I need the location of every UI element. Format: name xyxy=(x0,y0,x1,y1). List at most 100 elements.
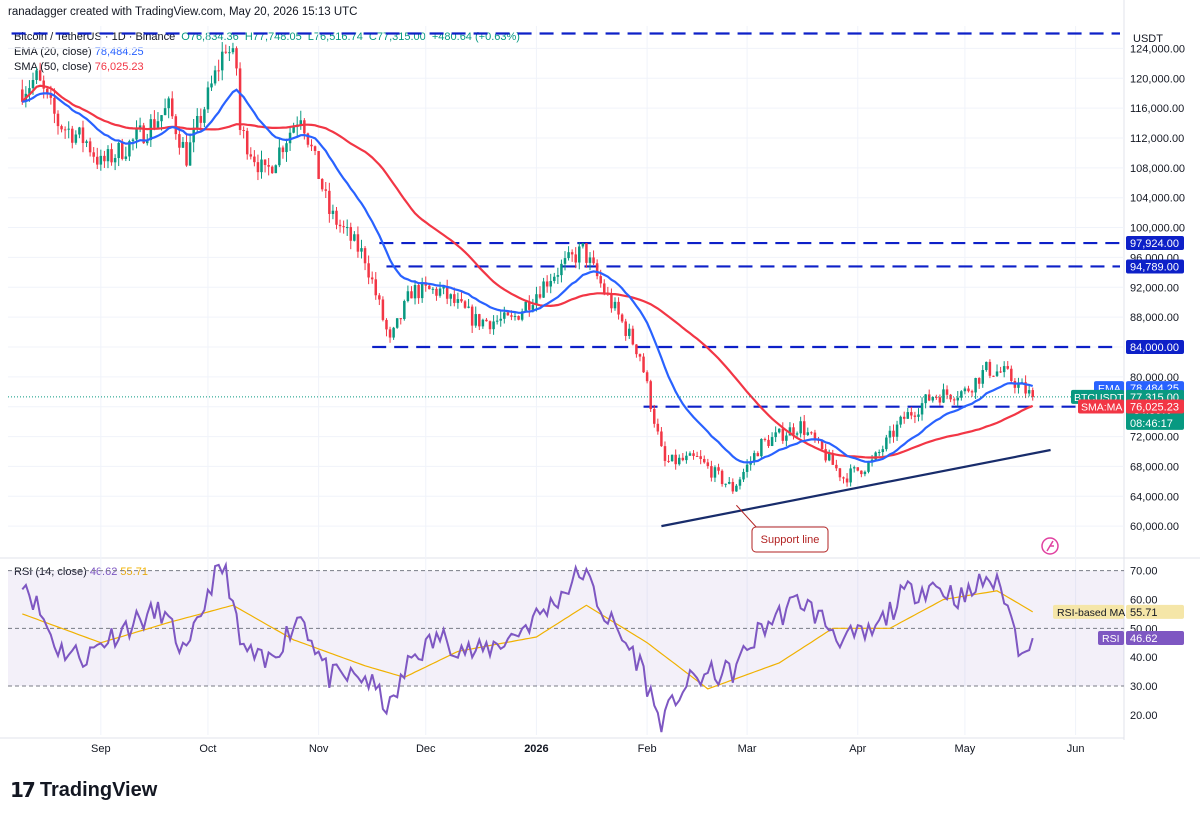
ema-legend-label: EMA (20, close) xyxy=(14,46,92,58)
candle-body xyxy=(470,306,474,326)
candle-body xyxy=(681,457,685,461)
candle-body xyxy=(370,277,374,280)
candle-body xyxy=(60,126,63,130)
candle-body xyxy=(481,319,485,327)
ema-legend-value: 78,484.25 xyxy=(94,46,144,58)
candle-body xyxy=(588,257,592,263)
candle-body xyxy=(378,295,381,300)
candle-body xyxy=(513,315,517,317)
candle-body xyxy=(663,446,667,461)
candle-body xyxy=(574,254,577,263)
candle-body xyxy=(924,394,927,404)
candle-body xyxy=(35,70,38,80)
candle-body xyxy=(649,381,652,410)
candle-body xyxy=(985,361,988,371)
rsi-value-box xyxy=(1126,631,1184,646)
candle-body xyxy=(852,467,856,469)
candle-body xyxy=(185,141,188,166)
price-tick-label: 120,000.00 xyxy=(1130,73,1185,85)
candle-body xyxy=(220,51,224,71)
candle-body xyxy=(317,151,320,179)
sma-legend[interactable]: SMA (50, close) 76,025.23 xyxy=(14,61,144,73)
candle-body xyxy=(827,453,831,461)
candle-body xyxy=(303,120,306,134)
ema-legend[interactable]: EMA (20, close) 78,484.25 xyxy=(14,46,144,58)
candle-body xyxy=(528,301,531,310)
candle-body xyxy=(695,455,699,457)
candle-body xyxy=(763,438,767,440)
time-tick-label: Dec xyxy=(416,743,436,755)
candle-body xyxy=(274,165,278,174)
candle-body xyxy=(278,147,281,166)
sma-legend-value: 76,025.23 xyxy=(94,61,144,73)
candle-body xyxy=(556,275,560,277)
candle-body xyxy=(1017,382,1020,388)
candle-body xyxy=(720,470,724,485)
candle-body xyxy=(645,372,649,382)
candle-body xyxy=(620,314,624,322)
candle-body xyxy=(495,320,499,322)
candle-body xyxy=(1024,382,1027,394)
candle-body xyxy=(1010,368,1013,381)
rsi-legend[interactable]: RSI (14, close) 46.62 55.71 xyxy=(14,566,148,578)
candle-body xyxy=(752,453,756,462)
sma-tag-box xyxy=(1078,399,1124,414)
time-tick-label: Nov xyxy=(309,743,329,755)
event-icon xyxy=(1041,537,1059,555)
candle-body xyxy=(492,321,495,330)
candle-body xyxy=(531,305,535,310)
candle-body xyxy=(867,462,870,472)
level-price-label: 84,000.00 xyxy=(1130,342,1179,354)
candle-body xyxy=(170,98,174,117)
candle-body xyxy=(592,257,595,264)
candle-body xyxy=(281,147,285,153)
candle-body xyxy=(785,435,788,441)
candle-body xyxy=(420,282,424,299)
candle-body xyxy=(320,178,324,190)
candle-body xyxy=(478,314,481,327)
candle-body xyxy=(578,246,581,263)
candle-body xyxy=(538,294,542,298)
candle-body xyxy=(31,79,35,89)
price-tick-label: 104,000.00 xyxy=(1130,193,1185,205)
candle-body xyxy=(488,321,492,330)
candle-body xyxy=(153,119,156,128)
sma-tag-name: SMA:MA xyxy=(1081,402,1122,414)
rsi-value: 46.62 xyxy=(1130,633,1158,645)
candle-body xyxy=(799,421,802,434)
annotation-box xyxy=(751,526,829,553)
candle-body xyxy=(503,312,506,319)
price-tick-label: 60,000.00 xyxy=(1130,521,1179,533)
candle-body xyxy=(952,399,956,401)
time-tick-label: Sep xyxy=(91,743,111,755)
candle-body xyxy=(835,464,838,469)
price-tick-label: 92,000.00 xyxy=(1130,282,1179,294)
candle-body xyxy=(313,146,317,152)
candle-body xyxy=(328,190,331,214)
candle-body xyxy=(713,467,717,478)
candle-body xyxy=(824,449,827,461)
candle-body xyxy=(717,467,720,471)
candle-body xyxy=(231,48,235,53)
candle-body xyxy=(85,141,88,144)
candle-body xyxy=(156,121,160,128)
candle-body xyxy=(874,452,877,460)
level-price-label-box xyxy=(1126,259,1184,274)
candle-body xyxy=(71,128,74,143)
candle-body xyxy=(756,453,760,457)
candle-body xyxy=(213,70,217,84)
candle-body xyxy=(856,467,860,471)
candle-body xyxy=(506,312,510,316)
candle-body xyxy=(745,464,749,472)
candle-body xyxy=(92,152,95,157)
candle-body xyxy=(356,234,360,252)
candle-body xyxy=(181,141,185,148)
candle-body xyxy=(121,142,124,159)
candle-body xyxy=(131,139,135,142)
candle-body xyxy=(520,311,524,320)
candle-body xyxy=(203,109,206,123)
candle-body xyxy=(374,279,378,296)
candle-body xyxy=(935,396,938,398)
candle-body xyxy=(1002,366,1006,373)
